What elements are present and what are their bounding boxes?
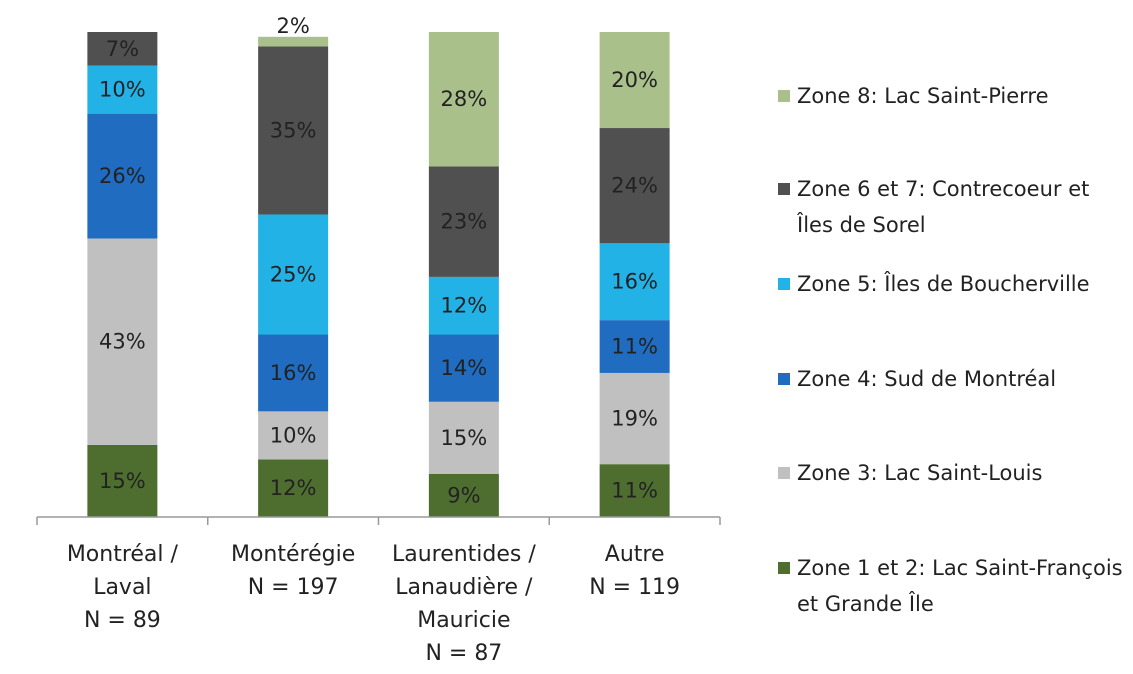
legend-item: Zone 1 et 2: Lac Saint-François et Grand… [778, 550, 1128, 622]
data-label: 20% [611, 68, 658, 92]
data-label: 15% [99, 469, 146, 493]
bar-segment [428, 32, 499, 167]
legend-label: Zone 6 et 7: Contrecoeur et Îles de Sore… [797, 177, 1090, 237]
legend-label: Zone 3: Lac Saint-Louis [797, 461, 1043, 485]
data-label: 11% [611, 335, 658, 359]
bar-segment [87, 65, 158, 114]
data-label: 25% [270, 263, 317, 287]
data-label: 10% [99, 78, 146, 102]
data-label: 43% [99, 330, 146, 354]
data-label: 10% [270, 423, 317, 447]
legend-swatch [778, 373, 790, 385]
bar-segment [258, 36, 329, 47]
data-label: 12% [441, 294, 488, 318]
bar-segment [258, 411, 329, 460]
data-label: 9% [447, 483, 480, 507]
legend-swatch [778, 278, 790, 290]
bar-segment [258, 334, 329, 412]
legend-label: Zone 8: Lac Saint-Pierre [797, 84, 1049, 108]
bar-segment [428, 473, 499, 517]
legend-item: Zone 4: Sud de Montréal [778, 361, 1128, 397]
legend-swatch [778, 562, 790, 574]
bar-segment [87, 32, 158, 66]
bar-segment [87, 238, 158, 445]
bar-segment [599, 128, 670, 244]
data-label: 14% [441, 356, 488, 380]
bar-segment [599, 464, 670, 517]
bar-segment [258, 459, 329, 517]
bar-segment [87, 113, 158, 239]
bar-segment [428, 334, 499, 402]
legend-label: Zone 1 et 2: Lac Saint-François et Grand… [797, 556, 1123, 616]
legend-item: Zone 3: Lac Saint-Louis [778, 455, 1128, 491]
data-label: 26% [99, 164, 146, 188]
legend-label: Zone 4: Sud de Montréal [797, 367, 1057, 391]
data-label: 12% [270, 476, 317, 500]
x-tick-label: Autre N = 119 [589, 542, 681, 600]
bar-segment [87, 444, 158, 517]
data-label: 28% [441, 87, 488, 111]
bar-segment [428, 166, 499, 277]
legend-item: Zone 6 et 7: Contrecoeur et Îles de Sore… [778, 171, 1128, 243]
bar-segment [258, 46, 329, 215]
data-label: 16% [611, 270, 658, 294]
bar-segment [428, 276, 499, 335]
x-tick-label: Montréal / Laval N = 89 [66, 542, 178, 633]
legend-swatch [778, 467, 790, 479]
bar-segment [599, 32, 670, 129]
data-label: 23% [441, 210, 488, 234]
data-label: 35% [270, 118, 317, 142]
bar-segment [599, 320, 670, 373]
legend-swatch [778, 90, 790, 102]
data-label: 11% [611, 479, 658, 503]
bar-segment [599, 243, 670, 321]
x-tick-label: Laurentides / Lanaudière / Mauricie N = … [391, 542, 536, 666]
legend-item: Zone 8: Lac Saint-Pierre [778, 78, 1128, 114]
data-label: 24% [611, 174, 658, 198]
legend-label: Zone 5: Îles de Boucherville [797, 272, 1090, 296]
bar-segment [258, 214, 329, 335]
data-label: 7% [106, 37, 139, 61]
legend-item: Zone 5: Îles de Boucherville [778, 266, 1128, 302]
bar-segment [428, 401, 499, 474]
data-label: 15% [441, 426, 488, 450]
data-label: 2% [276, 14, 309, 38]
bar-segment [599, 372, 670, 465]
x-tick-label: Montérégie N = 197 [230, 542, 356, 600]
data-label: 19% [611, 407, 658, 431]
data-label: 16% [270, 361, 317, 385]
legend-swatch [778, 183, 790, 195]
